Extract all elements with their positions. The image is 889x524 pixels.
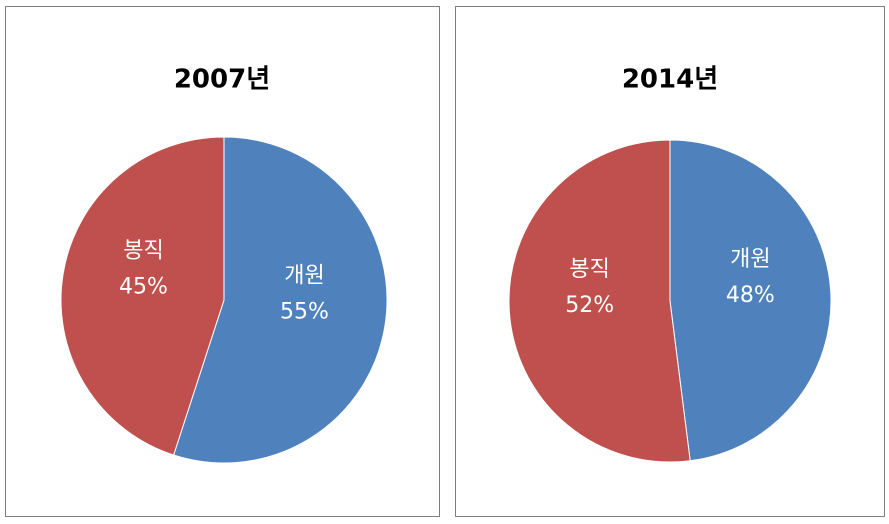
pie-slice (172, 136, 388, 464)
pie-slice (669, 139, 832, 462)
slice-label: 개원 (284, 264, 324, 289)
slice-value-label: 45% (119, 274, 168, 299)
slice-label: 봉직 (123, 238, 163, 263)
slice-value-label: 55% (280, 300, 329, 325)
pie-slice (60, 136, 225, 456)
slice-label: 개원 (730, 247, 770, 272)
chart-title: 2014년 (622, 65, 718, 95)
slice-value-label: 52% (565, 293, 614, 318)
slice-label: 봉직 (569, 257, 609, 282)
slice-value-label: 48% (726, 283, 775, 308)
chart-title: 2007년 (174, 65, 270, 95)
pie-slice (508, 139, 691, 463)
